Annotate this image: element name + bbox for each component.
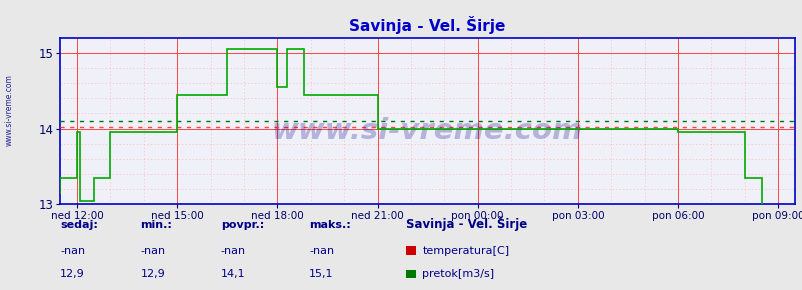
- Text: -nan: -nan: [60, 246, 85, 256]
- Text: 12,9: 12,9: [140, 269, 165, 279]
- Text: 15,1: 15,1: [309, 269, 334, 279]
- Text: -nan: -nan: [309, 246, 334, 256]
- Text: temperatura[C]: temperatura[C]: [422, 246, 508, 256]
- Text: Savinja - Vel. Širje: Savinja - Vel. Širje: [405, 216, 526, 231]
- Text: -nan: -nan: [221, 246, 245, 256]
- Text: sedaj:: sedaj:: [60, 220, 98, 230]
- Text: www.si-vreme.com: www.si-vreme.com: [5, 74, 14, 146]
- Text: -nan: -nan: [140, 246, 165, 256]
- Text: maks.:: maks.:: [309, 220, 350, 230]
- Text: 12,9: 12,9: [60, 269, 85, 279]
- Text: 14,1: 14,1: [221, 269, 245, 279]
- Title: Savinja - Vel. Širje: Savinja - Vel. Širje: [349, 16, 505, 34]
- Text: pretok[m3/s]: pretok[m3/s]: [422, 269, 494, 279]
- Text: min.:: min.:: [140, 220, 172, 230]
- Text: www.si-vreme.com: www.si-vreme.com: [272, 117, 582, 145]
- Text: povpr.:: povpr.:: [221, 220, 264, 230]
